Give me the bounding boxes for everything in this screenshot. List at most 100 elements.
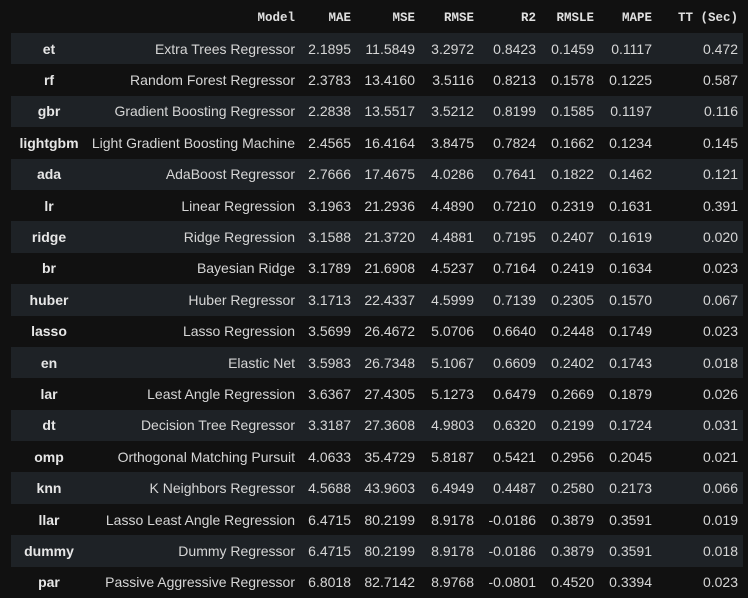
metric-cell: 0.2173: [609, 480, 652, 497]
metric-cell: 0.2199: [551, 417, 594, 434]
row-index: huber: [29, 291, 69, 308]
table-row: lasso Lasso Regression 3.5699 26.4672 5.0706…: [11, 315, 743, 347]
metric-cell: 0.3591: [609, 542, 652, 559]
metric-cell: 0.3591: [609, 511, 652, 528]
row-index: ridge: [31, 229, 67, 246]
metric-cell: 5.1067: [431, 354, 474, 371]
metric-cell: 0.1234: [609, 134, 652, 151]
table-row: llar Lasso Least Angle Regression 6.4715 80…: [11, 503, 743, 536]
metric-cell: 0.023: [702, 323, 738, 340]
metric-cell: 3.1588: [308, 229, 351, 246]
metric-cell: 0.067: [702, 291, 738, 308]
model-name-cell: Lasso Least Angle Regression: [105, 511, 295, 528]
metric-cell: 3.6367: [308, 385, 351, 402]
metric-cell: -0.0801: [488, 574, 536, 591]
metric-cell: 6.8018: [308, 574, 351, 591]
table-row: huber Huber Regressor 3.1713 22.4337 4.5999 0…: [11, 284, 743, 316]
row-index: en: [40, 354, 58, 371]
model-name-cell: Linear Regression: [181, 197, 295, 214]
metric-cell: 0.1570: [609, 291, 652, 308]
metric-cell: 0.116: [704, 103, 738, 120]
model-name-cell: Least Angle Regression: [147, 385, 295, 402]
metric-cell: 6.4715: [308, 511, 351, 528]
metric-cell: 0.7641: [493, 166, 536, 183]
row-index: lar: [40, 385, 58, 402]
metric-cell: 0.026: [702, 385, 738, 402]
metric-cell: 3.2972: [431, 40, 474, 57]
metric-cell: -0.0186: [488, 542, 536, 559]
metric-cell: 0.6609: [493, 354, 536, 371]
metric-cell: 26.7348: [364, 354, 415, 371]
metric-cell: 3.8475: [431, 134, 474, 151]
metric-cell: 13.4160: [364, 72, 415, 89]
row-index: par: [38, 574, 60, 591]
metric-cell: 43.9603: [364, 480, 415, 497]
table-row: rf Random Forest Regressor 2.3783 13.4160 3.…: [11, 64, 743, 96]
table-row: lightgbm Light Gradient Boosting Machine 2…: [11, 127, 743, 159]
model-name-cell: Elastic Net: [228, 354, 295, 371]
table-row: omp Orthogonal Matching Pursuit 4.0633 35.4…: [11, 441, 743, 473]
row-index: knn: [36, 480, 62, 497]
metric-cell: 0.145: [702, 134, 738, 151]
column-header: MAE: [328, 10, 351, 25]
table-header-row: Model MAE MSE RMSE R2 RMSLE MAPE TT (Sec): [11, 2, 743, 33]
metric-cell: 5.0706: [431, 323, 474, 340]
metric-cell: 8.9178: [431, 511, 474, 528]
row-index: dt: [42, 417, 56, 434]
metric-cell: 0.472: [702, 40, 738, 57]
metric-cell: 0.2045: [609, 448, 652, 465]
column-header: RMSE: [443, 10, 474, 25]
metric-cell: 6.4949: [431, 480, 474, 497]
model-name-cell: Bayesian Ridge: [196, 260, 295, 277]
metric-cell: 3.1963: [308, 197, 351, 214]
metric-cell: 3.5983: [308, 354, 351, 371]
metric-cell: 0.8213: [493, 72, 536, 89]
table-row: ridge Ridge Regression 3.1588 21.3720 4.4881…: [11, 221, 743, 253]
metric-cell: 2.4565: [308, 134, 351, 151]
row-index: lightgbm: [19, 134, 79, 151]
model-comparison-table: Model MAE MSE RMSE R2 RMSLE MAPE TT (Sec) et Ext…: [11, 2, 743, 598]
metric-cell: 2.1895: [308, 40, 351, 57]
metric-cell: 0.1459: [551, 40, 594, 57]
metric-cell: 0.1619: [609, 229, 652, 246]
metric-cell: 3.3187: [308, 417, 351, 434]
metric-cell: 0.018: [702, 354, 738, 371]
metric-cell: 3.5699: [308, 323, 351, 340]
row-index: lr: [44, 197, 54, 214]
metric-cell: 3.1713: [308, 291, 351, 308]
metric-cell: -0.0186: [488, 511, 536, 528]
metric-cell: 4.4890: [431, 197, 474, 214]
metric-cell: 80.2199: [364, 542, 415, 559]
column-header: RMSLE: [556, 10, 594, 25]
metric-cell: 27.4305: [364, 385, 415, 402]
metric-cell: 0.1225: [609, 72, 652, 89]
metric-cell: 0.2669: [551, 385, 594, 402]
metric-cell: 5.1273: [431, 385, 474, 402]
metric-cell: 3.5116: [432, 72, 474, 89]
model-name-cell: Decision Tree Regressor: [140, 417, 295, 434]
metric-cell: 0.020: [702, 229, 738, 246]
table-row: gbr Gradient Boosting Regressor 2.2838 13.5…: [11, 95, 743, 128]
metric-cell: 2.3783: [308, 72, 351, 89]
metric-cell: 0.1197: [610, 103, 652, 120]
metric-cell: 0.2956: [551, 448, 594, 465]
metric-cell: 0.7164: [493, 260, 536, 277]
metric-cell: 16.4164: [364, 134, 415, 151]
table-row: lr Linear Regression 3.1963 21.2936 4.4890 0.…: [11, 189, 743, 222]
metric-cell: 0.1749: [609, 323, 652, 340]
model-name-cell: Passive Aggressive Regressor: [105, 574, 295, 591]
table-row: en Elastic Net 3.5983 26.7348 5.1067 0.6609 0.…: [11, 346, 743, 379]
model-name-cell: Orthogonal Matching Pursuit: [117, 448, 295, 465]
metric-cell: 0.1724: [609, 417, 652, 434]
model-name-cell: K Neighbors Regressor: [149, 480, 295, 497]
metric-cell: 0.2305: [551, 291, 594, 308]
metric-cell: 21.3720: [364, 229, 415, 246]
metric-cell: 0.6640: [493, 323, 536, 340]
metric-cell: 0.5421: [493, 448, 536, 465]
metric-cell: 0.7195: [493, 229, 536, 246]
metric-cell: 0.2419: [551, 260, 594, 277]
metric-cell: 0.1117: [611, 40, 652, 57]
model-name-cell: Light Gradient Boosting Machine: [91, 134, 295, 151]
metric-cell: 3.1789: [308, 260, 351, 277]
metric-cell: 5.8187: [431, 448, 474, 465]
